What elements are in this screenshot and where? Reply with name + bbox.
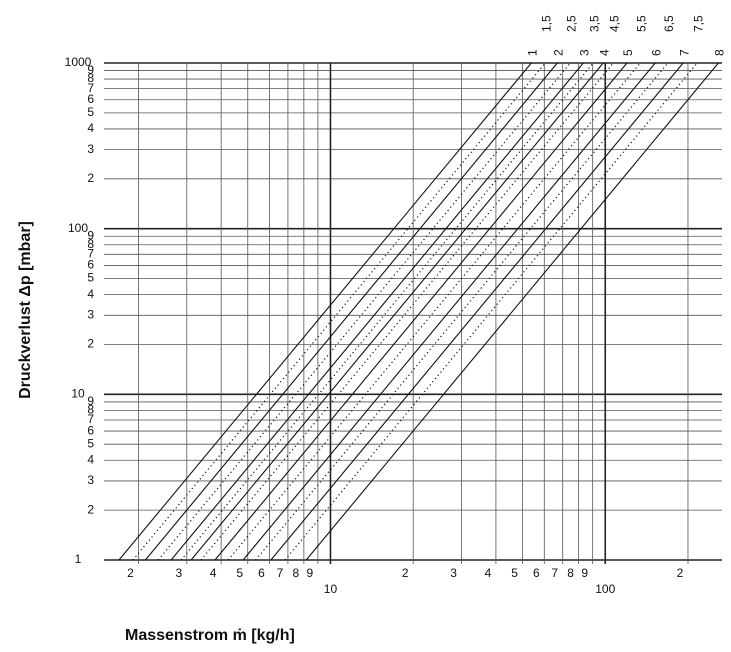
y-tick-label: 8 [87,403,94,417]
x-tick-label: 5 [511,566,518,580]
curve [157,62,571,561]
x-tick-label: 8 [567,566,574,580]
x-tick-label: 100 [595,582,615,596]
series-label: 2,5 [564,15,578,32]
series-label: 6,5 [662,15,676,32]
x-tick-label: 6 [533,566,540,580]
x-tick-label: 2 [402,566,409,580]
curve [180,62,594,561]
x-axis-title: Massenstrom ṁ [kg/h] [125,627,295,644]
y-tick-label: 8 [87,237,94,251]
series-label: 8 [713,49,727,56]
y-tick-label: 100 [68,221,88,235]
curve [284,62,698,561]
y-tick-label: 9 [87,228,94,242]
x-tick-label: 2 [127,566,134,580]
curve [170,62,584,561]
x-tick-label: 10 [324,582,338,596]
x-tick-label: 9 [581,566,588,580]
series-label: 3 [577,49,591,56]
y-tick-label: 3 [87,473,94,487]
y-tick-label: 9 [87,63,94,77]
series-label: 3,5 [587,15,601,32]
x-tick-label: 3 [175,566,182,580]
y-tick-label: 10 [71,387,85,401]
series-label: 1 [525,49,539,56]
y-tick-label: 4 [87,121,94,135]
y-tick-label: 5 [87,105,94,119]
x-tick-label: 3 [450,566,457,580]
y-tick-label: 2 [87,337,94,351]
x-tick-label: 2 [677,566,684,580]
y-tick-label: 6 [87,258,94,272]
curve [270,62,684,561]
y-tick-label: 1 [75,552,82,566]
y-tick-label: 1000 [65,55,92,69]
series-label: 7 [677,49,691,56]
y-tick-label: 3 [87,307,94,321]
x-tick-label: 9 [307,566,314,580]
x-tick-label: 4 [210,566,217,580]
x-tick-label: 8 [293,566,300,580]
x-tick-label: 6 [258,566,265,580]
y-tick-label: 6 [87,423,94,437]
y-tick-label: 7 [87,412,94,426]
curve [190,62,604,561]
y-tick-label: 6 [87,92,94,106]
y-tick-label: 7 [87,81,94,95]
y-tick-label: 2 [87,502,94,516]
y-tick-label: 4 [87,452,94,466]
series-label: 5,5 [634,15,648,32]
series-label: 6 [649,49,663,56]
y-tick-label: 2 [87,171,94,185]
series-label: 4 [597,49,611,56]
y-axis-title: Druckverlust Δp [mbar] [17,221,34,399]
series-label: 5 [621,49,635,56]
curve [214,62,628,561]
x-tick-label: 5 [236,566,243,580]
curve [255,62,669,561]
y-tick-label: 7 [87,247,94,261]
curve [227,62,641,561]
series-label: 2 [551,49,565,56]
y-tick-label: 5 [87,436,94,450]
curve [118,62,532,561]
x-tick-label: 7 [277,566,284,580]
series-label: 7,5 [691,15,705,32]
curve [200,62,614,561]
y-tick-label: 8 [87,71,94,85]
series-label: 4,5 [607,15,621,32]
y-tick-label: 4 [87,287,94,301]
curve [242,62,656,561]
curve [144,62,558,561]
x-tick-label: 7 [551,566,558,580]
x-tick-label: 4 [485,566,492,580]
series-label: 1,5 [539,15,553,32]
y-tick-label: 3 [87,142,94,156]
y-tick-label: 5 [87,271,94,285]
y-tick-label: 9 [87,394,94,408]
curve [132,62,546,561]
curve [305,62,719,561]
